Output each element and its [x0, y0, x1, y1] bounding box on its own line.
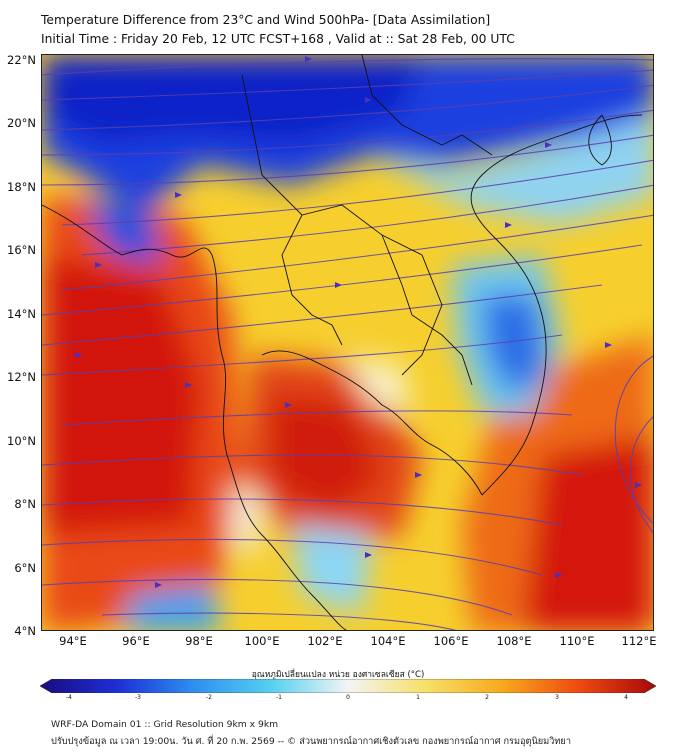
lat-label: 12°N	[7, 370, 36, 384]
lat-label: 22°N	[7, 53, 36, 67]
colorbar-tick: 1	[416, 694, 420, 701]
lat-label: 8°N	[14, 497, 36, 511]
colorbar-tick: 4	[624, 694, 628, 701]
wind-arrows	[75, 56, 642, 588]
coastlines	[42, 55, 643, 630]
temperature-field	[42, 55, 653, 630]
lat-label: 6°N	[14, 561, 36, 575]
lat-label: 16°N	[7, 243, 36, 257]
lon-label: 104°E	[370, 634, 406, 648]
lon-label: 106°E	[433, 634, 469, 648]
lat-label: 20°N	[7, 116, 36, 130]
wind-streamlines	[42, 58, 653, 630]
lon-label: 110°E	[559, 634, 595, 648]
colorbar-tick: -3	[135, 694, 141, 701]
colorbar-title: อุณหภูมิเปลี่ยนแปลง หน่วย องศาเซลเซียส (…	[251, 670, 425, 680]
colorbar-tick: 2	[485, 694, 489, 701]
lon-label: 112°E	[621, 634, 657, 648]
lon-label: 102°E	[307, 634, 343, 648]
title-line-2: Initial Time : Friday 20 Feb, 12 UTC FCS…	[41, 32, 515, 46]
colorbar	[40, 679, 656, 693]
temperature-map	[41, 54, 654, 631]
title-line-1: Temperature Difference from 23°C and Win…	[41, 13, 491, 27]
lon-label: 108°E	[496, 634, 532, 648]
lon-label: 100°E	[244, 634, 280, 648]
lat-label: 14°N	[7, 307, 36, 321]
lon-label: 94°E	[59, 634, 87, 648]
footer-credit: ปรับปรุงข้อมูล ณ เวลา 19:00น. วัน ศ. ที่…	[51, 736, 571, 747]
lat-label: 4°N	[14, 624, 36, 638]
lat-label: 18°N	[7, 180, 36, 194]
footer-model-info: WRF-DA Domain 01 :: Grid Resolution 9km …	[51, 719, 279, 730]
colorbar-tick: -1	[276, 694, 282, 701]
colorbar-tick: 0	[346, 694, 350, 701]
colorbar-tick: -2	[206, 694, 212, 701]
colorbar-tick: -4	[66, 694, 72, 701]
lon-label: 98°E	[185, 634, 213, 648]
lon-label: 96°E	[122, 634, 150, 648]
map-canvas	[42, 55, 653, 630]
map-title: Temperature Difference from 23°C and Win…	[41, 11, 515, 49]
lat-label: 10°N	[7, 434, 36, 448]
colorbar-tick: 3	[555, 694, 559, 701]
